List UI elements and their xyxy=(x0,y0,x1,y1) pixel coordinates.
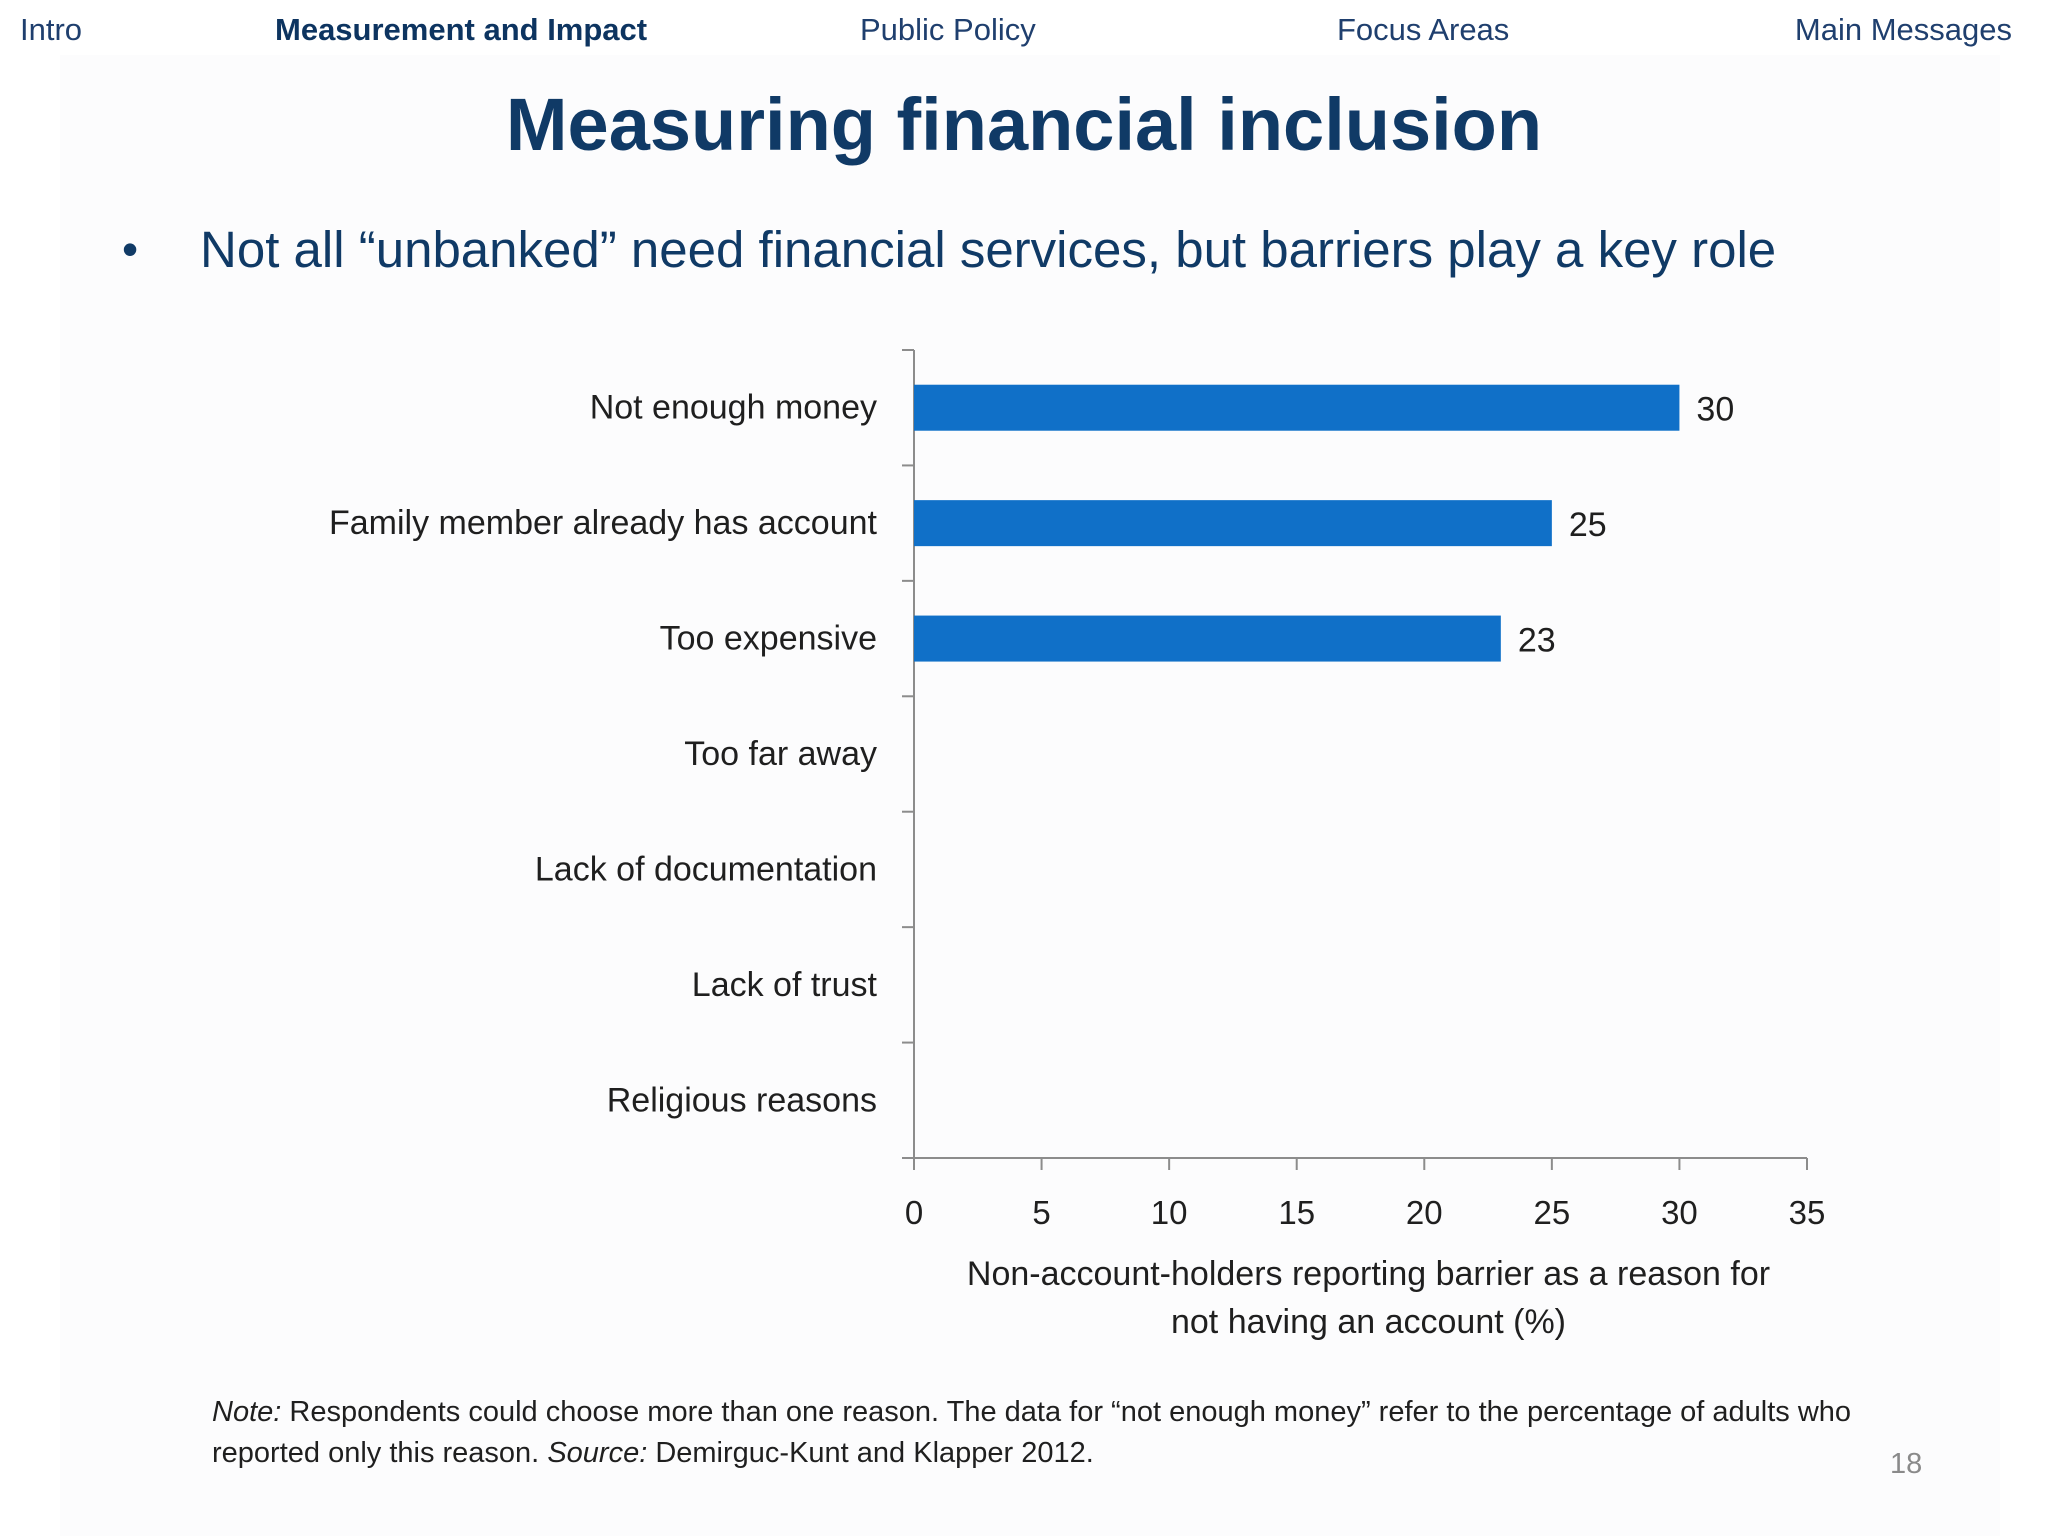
top-navigation: Intro Measurement and Impact Public Poli… xyxy=(0,0,2048,62)
data-label: 25 xyxy=(1569,506,1607,544)
nav-main-messages[interactable]: Main Messages xyxy=(1794,12,2012,47)
bar xyxy=(914,615,1501,662)
bullet-text: Not all “unbanked” need financial servic… xyxy=(200,221,1777,278)
bar xyxy=(914,500,1552,547)
x-axis-title-line-1: Non-account-holders reporting barrier as… xyxy=(967,1255,1770,1293)
category-label: Too expensive xyxy=(660,620,877,658)
category-label: Lack of documentation xyxy=(535,850,877,888)
x-tick-label: 5 xyxy=(1032,1194,1050,1231)
x-tick-label: 20 xyxy=(1406,1194,1443,1231)
source-text: Demirguc-Kunt and Klapper 2012. xyxy=(647,1437,1094,1469)
nav-focus-areas[interactable]: Focus Areas xyxy=(1337,12,1510,47)
category-label: Family member already has account xyxy=(329,504,878,542)
x-tick-label: 15 xyxy=(1278,1194,1315,1231)
x-tick-label: 35 xyxy=(1789,1194,1826,1231)
bar xyxy=(914,384,1680,431)
data-label: 30 xyxy=(1696,391,1734,429)
category-label: Not enough money xyxy=(590,389,877,427)
x-axis-title-line-2: not having an account (%) xyxy=(1171,1303,1566,1341)
page-number: 18 xyxy=(1890,1448,1923,1480)
slide-title: Measuring financial inclusion xyxy=(505,83,1543,166)
nav-public-policy[interactable]: Public Policy xyxy=(860,12,1036,47)
x-tick-label: 30 xyxy=(1661,1194,1698,1231)
chart-note: Note: Respondents could choose more than… xyxy=(212,1392,1872,1474)
data-label: 23 xyxy=(1518,622,1556,660)
category-label: Too far away xyxy=(684,735,877,773)
note-label: Note: xyxy=(212,1396,282,1428)
source-label: Source: xyxy=(547,1437,648,1469)
x-tick-label: 0 xyxy=(905,1194,923,1231)
x-tick-label: 10 xyxy=(1151,1194,1188,1231)
note-text: Respondents could choose more than one r… xyxy=(212,1396,1852,1469)
nav-intro[interactable]: Intro xyxy=(20,12,83,47)
category-label: Lack of trust xyxy=(692,966,878,1004)
bullet-icon: • xyxy=(122,223,139,275)
nav-measurement-and-impact[interactable]: Measurement and Impact xyxy=(275,12,648,47)
x-tick-label: 25 xyxy=(1533,1194,1570,1231)
slide-content-panel xyxy=(60,55,2000,1536)
category-label: Religious reasons xyxy=(607,1081,877,1119)
